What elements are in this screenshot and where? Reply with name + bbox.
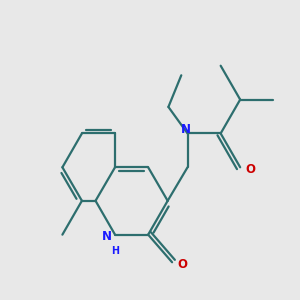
- Text: H: H: [111, 246, 119, 256]
- Text: O: O: [177, 258, 188, 271]
- Text: N: N: [102, 230, 112, 243]
- Text: O: O: [245, 163, 256, 176]
- Text: N: N: [181, 123, 191, 136]
